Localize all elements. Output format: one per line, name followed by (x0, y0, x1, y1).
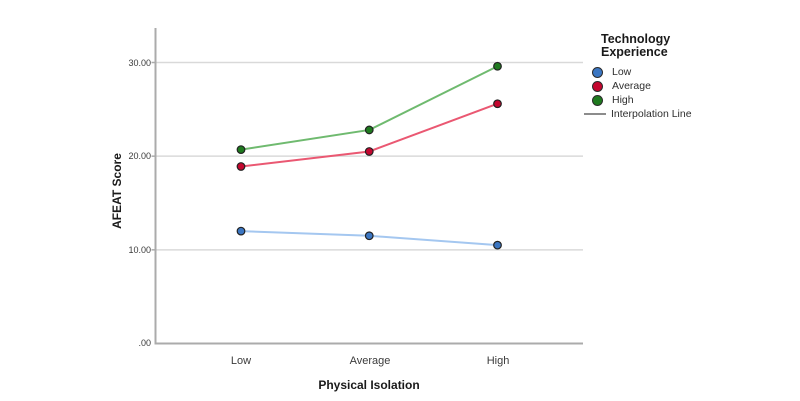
x-category-label: Low (230, 355, 252, 367)
data-point-average (493, 99, 502, 109)
legend: Technology Experience Low Average High I… (584, 33, 734, 121)
legend-swatch-circle-icon (592, 94, 603, 106)
legend-item-label: Low (612, 66, 632, 78)
data-point-high (236, 145, 246, 155)
series-line-high (240, 65, 498, 151)
y-tick-label: 20.00 (128, 151, 151, 161)
legend-swatch-circle-icon (592, 80, 603, 92)
legend-title: Technology Experience (601, 32, 671, 59)
x-category-label: High (486, 355, 510, 367)
legend-item-average: Average (584, 79, 734, 93)
y-tick-label: 10.00 (128, 245, 151, 255)
x-axis-title: Physical Isolation (318, 378, 420, 392)
data-point-low (364, 231, 374, 241)
legend-item-label: Interpolation Line (611, 108, 692, 120)
legend-item-label: Average (612, 80, 651, 92)
legend-swatch-circle-icon (592, 66, 603, 78)
data-point-average (364, 147, 374, 156)
series-line-average (240, 102, 498, 168)
legend-item-low: Low (584, 65, 734, 79)
y-tick-label: 30.00 (128, 58, 151, 68)
legend-swatch-line-icon (584, 113, 606, 115)
data-point-high (364, 125, 374, 135)
legend-item-label: High (612, 94, 634, 106)
data-point-average (236, 162, 246, 171)
legend-item-interpolation-line: Interpolation Line (584, 107, 734, 121)
data-point-low (493, 240, 502, 250)
legend-item-high: High (584, 93, 734, 107)
legend-items: Low Average High Interpolation Line (584, 65, 734, 121)
x-category-label: Average (349, 355, 391, 367)
y-axis-title: AFEAT Score (110, 153, 124, 229)
data-point-low (236, 226, 246, 236)
data-point-high (493, 61, 502, 71)
y-tick-label: .00 (138, 338, 151, 348)
